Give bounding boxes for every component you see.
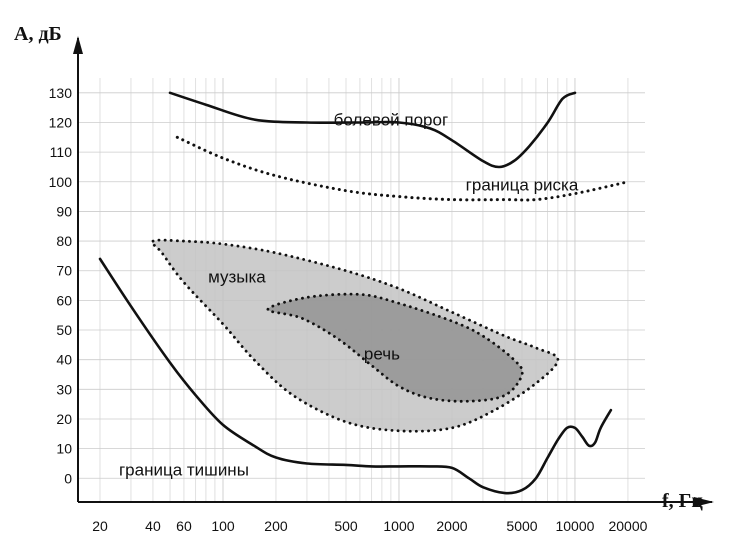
x-axis-arrow [694,497,714,507]
pain-threshold-label: болевой порог [334,111,448,130]
x-tick-label: 10000 [555,518,594,534]
x-tick-label: 5000 [506,518,537,534]
y-tick-label: 110 [50,144,73,160]
series-lines [98,91,630,495]
y-tick-label: 40 [56,352,72,368]
y-tick-label: 10 [56,441,72,457]
y-tick-label: 70 [56,263,72,279]
silence-boundary-line [98,257,613,495]
risk-boundary-line [175,135,630,202]
tick-labels: 0 10 20 30 40 50 60 70 80 90 100 110 120 130 20 40 60 100… [49,85,648,534]
regions [150,238,560,433]
annotations: болевой порог граница риска музыка речь гран… [119,111,579,480]
x-tick-label: 2000 [436,518,467,534]
y-tick-label: 100 [49,174,73,190]
y-tick-label: 120 [49,114,73,130]
y-tick-label: 80 [56,233,72,249]
pain-threshold-line [168,91,577,169]
x-tick-label: 200 [264,518,288,534]
axes [73,36,714,507]
y-tick-label: 90 [56,203,72,219]
x-tick-label: 1000 [383,518,414,534]
y-tick-label: 20 [56,411,72,427]
y-tick-label: 0 [64,470,72,486]
x-tick-label: 20 [92,518,108,534]
music-label: музыка [208,268,266,287]
risk-boundary-label: граница риска [466,176,579,195]
x-tick-label: 100 [211,518,235,534]
speech-label: речь [364,345,400,364]
x-tick-label: 500 [334,518,358,534]
y-tick-label: 60 [56,292,72,308]
silence-boundary-label: граница тишины [119,460,249,479]
y-axis-label: A, дБ [14,23,62,45]
y-tick-label: 30 [56,381,72,397]
x-axis-label: f, Гц [662,490,703,512]
y-tick-label: 130 [49,85,73,101]
y-axis-arrow [73,36,83,54]
x-tick-label: 20000 [608,518,647,534]
y-tick-label: 50 [56,322,72,338]
x-tick-label: 60 [176,518,192,534]
speech-region [266,292,524,403]
x-tick-label: 40 [145,518,161,534]
